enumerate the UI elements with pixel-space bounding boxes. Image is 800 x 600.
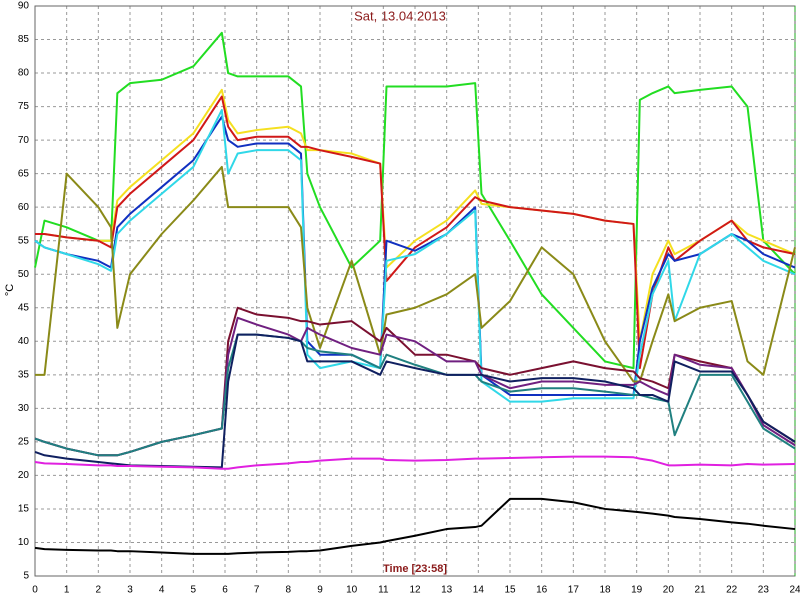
series-line [34,455,796,470]
x-tick-label: 22 [726,585,738,596]
x-tick-label: 11 [378,585,389,596]
x-tick-label: 12 [409,585,421,596]
x-tick-label: 19 [631,585,643,596]
y-axis-label: °C [4,284,16,296]
y-tick-label: 65 [18,168,30,179]
series-line [34,31,796,370]
series-line [34,497,796,555]
x-tick-label: 0 [32,585,38,596]
x-tick-label: 8 [286,585,292,596]
x-tick-label: 1 [64,585,70,596]
x-tick-label: 24 [789,585,800,596]
y-tick-label: 50 [18,269,30,280]
x-tick-label: 21 [694,585,706,596]
x-tick-label: 7 [254,585,260,596]
x-tick-label: 10 [346,585,358,596]
y-tick-label: 85 [18,34,30,45]
y-tick-label: 70 [18,135,30,146]
x-tick-label: 23 [758,585,770,596]
chart-title: Sat, 13.04.2013 [354,8,446,23]
y-tick-label: 90 [18,1,30,12]
y-tick-label: 15 [18,504,30,515]
y-tick-label: 80 [18,68,30,79]
x-tick-label: 16 [536,585,548,596]
x-tick-label: 9 [317,585,323,596]
x-tick-label: 3 [127,585,133,596]
y-tick-label: 5 [23,571,29,582]
x-tick-label: 20 [663,585,675,596]
y-tick-label: 60 [18,202,30,213]
x-tick-label: 2 [96,585,102,596]
x-tick-label: 6 [222,585,228,596]
y-tick-label: 10 [18,537,30,548]
y-tick-label: 45 [18,302,30,313]
x-tick-label: 17 [568,585,580,596]
y-tick-label: 25 [18,437,30,448]
series-line [35,95,796,370]
y-tick-label: 20 [18,470,30,481]
x-tick-label: 18 [599,585,611,596]
x-tick-label: 4 [159,585,165,596]
y-tick-label: 30 [18,403,30,414]
y-tick-label: 75 [18,101,30,112]
x-axis-label: Time [23:58] [383,563,447,575]
x-tick-label: 13 [441,585,453,596]
series-line [34,108,796,403]
y-tick-label: 40 [18,336,30,347]
x-tick-label: 14 [473,585,485,596]
x-tick-label: 5 [191,585,197,596]
x-tick-label: 15 [504,585,516,596]
y-tick-label: 35 [18,369,30,380]
y-tick-label: 55 [18,235,30,246]
